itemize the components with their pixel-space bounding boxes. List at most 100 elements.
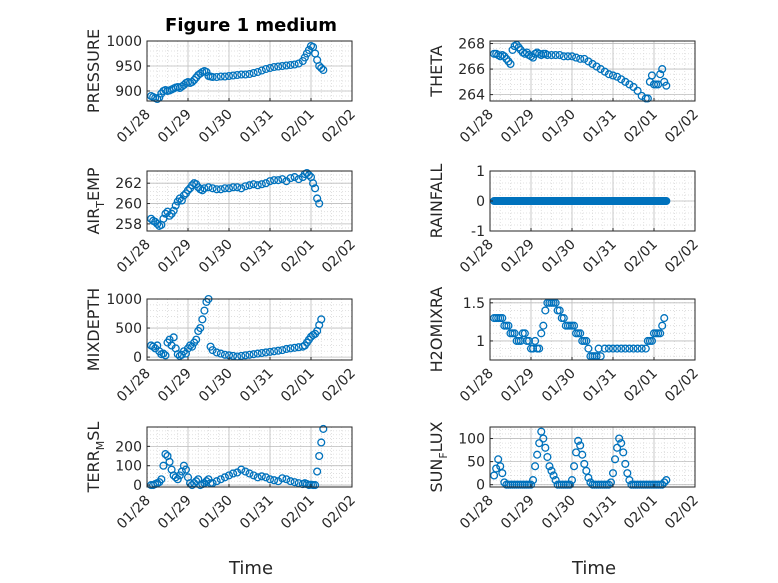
data-point [249,350,258,359]
y-tick-label: 50 [467,455,485,471]
data-point [526,480,536,489]
data-point [531,336,540,345]
data-point [304,171,314,180]
y-tick-label: 0 [133,350,142,366]
data-point [539,321,548,330]
data-point [245,350,254,359]
y-axis-label-subscript: T [94,201,107,209]
data-points [147,41,328,104]
data-point [257,348,266,358]
data-point [600,344,609,353]
data-point [662,196,671,206]
data-point [313,467,322,476]
y-axis-label: H2OMIXRA [427,287,446,373]
data-point [315,199,324,208]
data-point [582,336,591,345]
y-axis-label: MIXDEPTH [84,288,103,371]
data-point [613,72,622,81]
data-point [229,71,238,80]
data-points [147,294,326,361]
data-point [290,60,299,69]
data-point [161,450,170,459]
data-point [629,344,638,353]
y-axis-label-main: SUN [427,459,446,493]
data-point [313,194,322,203]
data-point [528,476,538,485]
data-point [161,351,170,360]
data-point [190,75,199,85]
data-point [543,452,552,462]
data-point [192,335,201,344]
data-point [159,461,168,470]
data-point [157,475,166,484]
data-point [196,323,205,333]
data-point [220,184,229,193]
data-point [274,176,283,185]
data-point [245,469,254,478]
figure-title: Figure 1 medium [165,15,337,36]
data-point [656,329,665,338]
data-point [278,175,287,184]
data-point [181,349,191,358]
data-point [637,344,646,353]
data-point [290,173,299,182]
y-tick-label: 262 [115,176,142,192]
data-point [159,214,168,223]
y-axis-label-rest: EMP [84,167,103,201]
data-point [224,184,234,193]
y-axis-label: SUNFLUX [427,421,450,492]
data-point [290,343,299,352]
data-point [204,183,213,192]
data-point [531,462,540,471]
data-point [547,466,556,475]
y-tick-label: 900 [115,84,142,100]
data-point [656,70,665,79]
data-point [220,350,229,359]
data-point [506,59,515,69]
data-points [147,168,324,230]
data-point [592,62,601,71]
data-point [179,461,188,470]
data-point [580,54,589,63]
y-tick-label: 0 [476,478,485,494]
x-axis-label-right: Time [571,558,616,579]
data-point [216,475,225,484]
axes-box [146,170,353,232]
data-point [608,344,618,353]
data-point [241,351,250,360]
y-tick-label: 100 [458,432,485,448]
data-point [498,469,507,478]
data-point [153,94,162,104]
data-point [317,63,326,73]
data-point [569,321,579,330]
data-point [253,67,262,77]
data-point [633,344,642,353]
axes-box [489,426,696,488]
data-point [582,466,591,475]
data-point [212,348,221,357]
data-point [549,471,558,480]
data-point [192,73,201,82]
data-point [159,349,168,358]
data-point [621,344,630,353]
data-point [608,469,618,478]
data-point [662,476,671,485]
data-point [278,474,287,483]
data-point [229,469,238,478]
data-point [520,329,529,338]
data-point [625,476,634,485]
data-point [216,349,225,358]
data-point [183,186,193,195]
data-point [559,314,568,323]
data-point [241,182,250,191]
data-point [173,475,182,484]
axes-box [146,40,353,102]
data-point [149,342,158,351]
data-point [171,201,180,210]
data-point [565,480,574,489]
data-point [151,217,160,226]
axes-box [146,426,353,488]
data-point [567,52,577,61]
